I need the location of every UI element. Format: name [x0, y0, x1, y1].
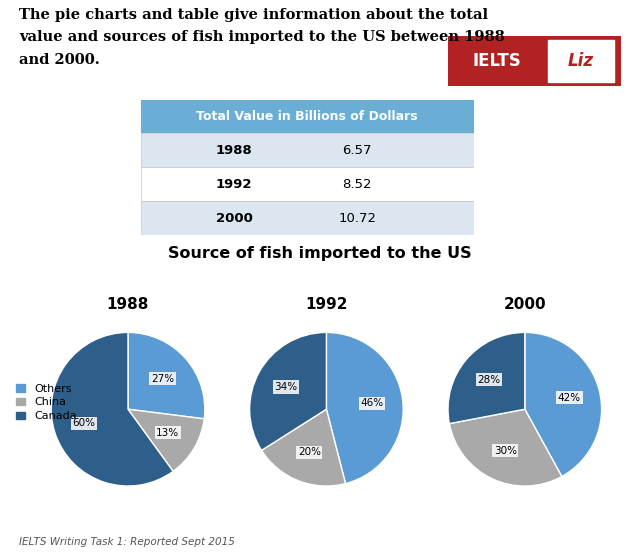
Text: and 2000.: and 2000. — [19, 53, 100, 66]
Text: 6.57: 6.57 — [342, 144, 372, 157]
Title: 1988: 1988 — [107, 297, 149, 312]
Bar — [141, 201, 474, 235]
Text: 60%: 60% — [73, 419, 95, 429]
Text: 1988: 1988 — [216, 144, 252, 157]
Text: 2000: 2000 — [216, 212, 252, 225]
Text: IELTS Writing Task 1: Reported Sept 2015: IELTS Writing Task 1: Reported Sept 2015 — [19, 538, 235, 547]
Text: IELTS: IELTS — [472, 52, 521, 70]
Text: 10.72: 10.72 — [338, 212, 376, 225]
Text: 13%: 13% — [156, 427, 179, 437]
Wedge shape — [128, 332, 205, 419]
Wedge shape — [525, 332, 602, 477]
Title: 2000: 2000 — [504, 297, 546, 312]
Text: 46%: 46% — [360, 399, 383, 409]
Wedge shape — [128, 409, 204, 471]
Text: 1992: 1992 — [216, 178, 252, 191]
Text: Source of fish imported to the US: Source of fish imported to the US — [168, 246, 472, 261]
Wedge shape — [449, 409, 562, 486]
Wedge shape — [250, 332, 326, 450]
Text: 30%: 30% — [493, 446, 516, 456]
Text: 42%: 42% — [558, 393, 581, 403]
Title: 1992: 1992 — [305, 297, 348, 312]
Text: The pie charts and table give information about the total: The pie charts and table give informatio… — [19, 8, 488, 22]
Text: Total Value in Billions of Dollars: Total Value in Billions of Dollars — [196, 110, 418, 123]
Text: 20%: 20% — [298, 447, 321, 457]
Text: value and sources of fish imported to the US between 1988: value and sources of fish imported to th… — [19, 30, 505, 44]
Wedge shape — [448, 332, 525, 424]
Text: 27%: 27% — [151, 374, 174, 384]
Text: 8.52: 8.52 — [342, 178, 372, 191]
Text: 34%: 34% — [275, 382, 298, 392]
Wedge shape — [326, 332, 403, 484]
Bar — [141, 100, 474, 133]
Bar — [141, 168, 474, 201]
Legend: Others, China, Canada: Others, China, Canada — [12, 379, 81, 426]
Bar — [548, 40, 614, 82]
Text: 28%: 28% — [477, 375, 501, 385]
Bar — [141, 133, 474, 168]
Text: Liz: Liz — [568, 52, 594, 70]
Wedge shape — [262, 409, 346, 486]
Wedge shape — [51, 332, 173, 486]
